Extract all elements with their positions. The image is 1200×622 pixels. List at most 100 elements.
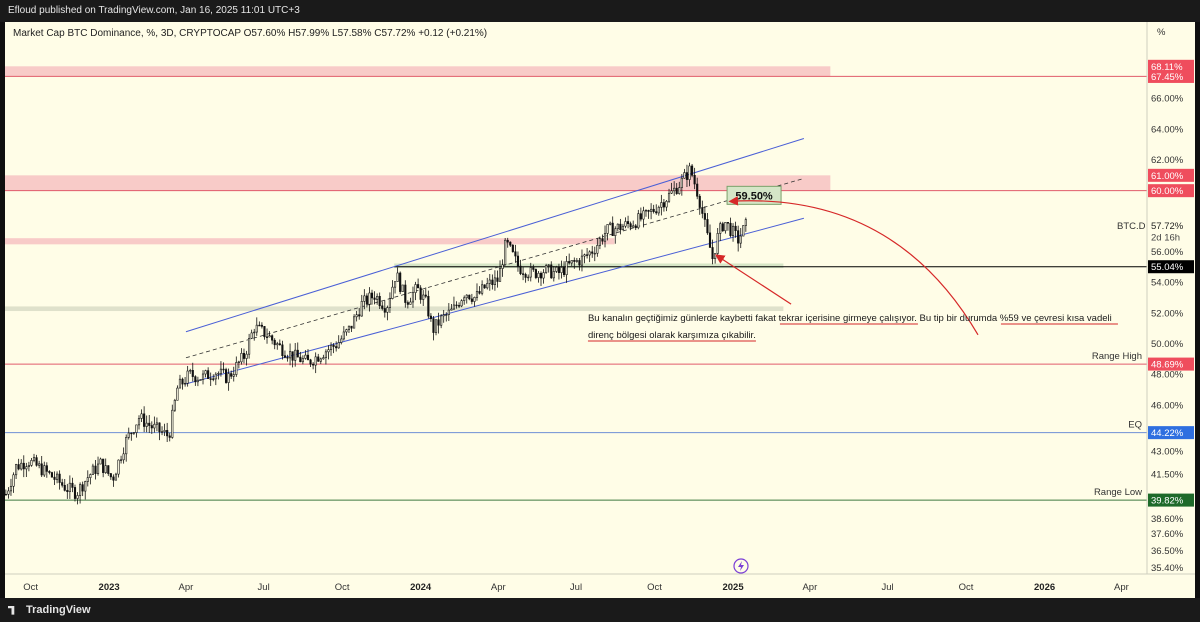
annotation-note-line: direnç bölgesi olarak karşımıza çıkabili…	[588, 330, 756, 341]
candle-body	[347, 325, 351, 330]
candle-body	[309, 359, 312, 365]
candle-body	[91, 465, 94, 475]
candle-body	[632, 225, 635, 228]
candle-body	[283, 355, 287, 358]
candle-body	[207, 370, 210, 379]
candle-body	[644, 209, 648, 212]
candle-body	[714, 253, 717, 259]
x-tick-label: Apr	[491, 582, 506, 593]
candle-body	[353, 316, 356, 329]
candle-body	[15, 464, 18, 476]
price-tag-label: 61.00%	[1151, 171, 1184, 182]
price-tag-label: 39.82%	[1151, 496, 1184, 507]
candle-body	[76, 495, 79, 499]
candle-body	[673, 187, 676, 192]
candle-body	[304, 354, 307, 359]
candle-body	[350, 325, 353, 329]
candle-body	[365, 295, 368, 305]
candle-body	[125, 437, 128, 455]
chart-frame[interactable]: 59.50% Bu kanalın geçtiğimiz günlerde kay…	[5, 22, 1195, 598]
level-label: Range High	[1092, 351, 1142, 362]
channel-upper-line	[185, 138, 805, 333]
candle-body	[358, 314, 361, 317]
candle-body	[178, 378, 182, 389]
candle-body	[53, 476, 56, 480]
candle-body	[575, 260, 578, 262]
candle-body	[235, 362, 238, 375]
candle-body	[230, 373, 233, 377]
level-label: Range Low	[1094, 487, 1142, 498]
candle-body	[317, 356, 320, 362]
candle-body	[281, 344, 284, 356]
candle-body	[30, 460, 33, 466]
candle-body	[698, 195, 701, 208]
y-tick-label: 50.00%	[1151, 339, 1184, 350]
candle-body	[701, 207, 704, 214]
candle-body	[473, 297, 476, 302]
candle-body	[153, 423, 156, 429]
candle-body	[411, 292, 415, 303]
candle-body	[580, 255, 584, 266]
candle-body	[417, 284, 420, 289]
x-tick-label: 2024	[410, 582, 432, 593]
candle-body	[481, 284, 484, 294]
candle-body	[22, 462, 25, 470]
price-tag-bg	[1148, 184, 1194, 198]
candle-body	[104, 465, 107, 473]
candle-body	[324, 351, 327, 358]
x-axis-bg	[5, 574, 1195, 598]
candle-body	[340, 338, 343, 343]
x-tick-label: Apr	[179, 582, 194, 593]
candle-body	[639, 213, 642, 220]
candle-body	[667, 192, 671, 202]
candle-body	[196, 379, 199, 383]
candle-body	[181, 378, 184, 385]
candle-body	[127, 432, 130, 438]
price-tag-label: 68.11%	[1151, 62, 1183, 73]
candle-body	[71, 482, 74, 488]
candle-body	[708, 232, 712, 248]
candle-body	[598, 238, 601, 246]
candle-body	[314, 356, 317, 366]
candle-body	[429, 315, 432, 319]
candle-body	[703, 213, 706, 220]
tradingview-logo[interactable]: TradingView	[8, 598, 91, 622]
candle-body	[102, 458, 105, 473]
candle-body	[81, 484, 84, 492]
candle-body	[55, 473, 59, 480]
candle-body	[603, 233, 607, 242]
x-tick-label: Apr	[1114, 582, 1129, 593]
candle-body	[547, 264, 550, 266]
candle-body	[176, 387, 179, 401]
candle-body	[463, 297, 466, 301]
candle-body	[184, 382, 187, 385]
candle-body	[86, 477, 89, 482]
candle-body	[555, 266, 558, 272]
candle-body	[335, 346, 338, 349]
candle-body	[596, 245, 599, 254]
candle-body	[458, 305, 461, 307]
candle-body	[191, 370, 194, 377]
candle-body	[299, 356, 302, 363]
candle-body	[629, 223, 632, 228]
candle-body	[355, 314, 358, 318]
candle-body	[363, 295, 366, 302]
candle-body	[219, 368, 223, 374]
candle-body	[217, 373, 220, 375]
price-chart[interactable]: 59.50% Bu kanalın geçtiğimiz günlerde kay…	[5, 22, 1195, 598]
candle-body	[38, 463, 41, 466]
candle-body	[96, 463, 100, 474]
candle-body	[79, 484, 82, 496]
candle-body	[440, 315, 443, 326]
candle-body	[43, 465, 46, 476]
candle-body	[386, 307, 389, 313]
candle-body	[542, 272, 545, 279]
candle-body	[312, 363, 315, 366]
candle-body	[209, 378, 212, 380]
candle-body	[593, 252, 596, 255]
symbol-label: BTC.D	[1117, 221, 1146, 232]
candle-body	[514, 251, 517, 257]
x-tick-label: Oct	[335, 582, 350, 593]
candle-body	[737, 230, 740, 244]
candle-body	[516, 255, 520, 267]
